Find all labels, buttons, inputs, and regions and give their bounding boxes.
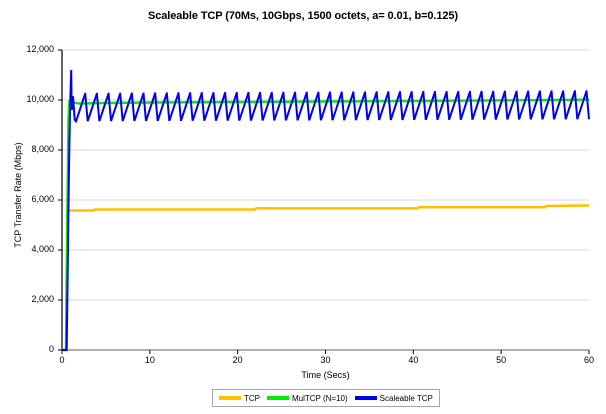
y-tick-label: 4,000 — [31, 244, 54, 254]
x-tick-label: 0 — [59, 355, 65, 365]
x-axis-title: Time (Secs) — [301, 370, 350, 380]
legend-label: Scaleable TCP — [379, 393, 433, 403]
chart-legend: TCP MulTCP (N=10) Scaleable TCP — [212, 389, 440, 407]
x-tick-label: 30 — [320, 355, 331, 365]
series-line-scaleable-tcp — [62, 69, 590, 351]
axis-lines — [58, 49, 590, 354]
legend-entry[interactable]: Scaleable TCP — [354, 393, 433, 403]
legend-entry[interactable]: TCP — [219, 394, 260, 403]
x-tick-label: 60 — [583, 355, 594, 365]
legend-entry[interactable]: MulTCP (N=10) — [267, 394, 348, 403]
legend-color-swatch — [354, 396, 377, 400]
x-tick-label: 20 — [232, 355, 243, 365]
legend-color-swatch — [267, 396, 289, 400]
y-tick-label: 10,000 — [26, 94, 54, 104]
x-tick-label: 40 — [408, 355, 419, 365]
y-tick-label: 0 — [48, 344, 54, 354]
x-tick-label: 10 — [144, 355, 155, 365]
gridlines — [62, 49, 589, 351]
legend-label: MulTCP (N=10) — [292, 393, 348, 403]
chart-title: Scaleable TCP (70Ms, 10Gbps, 1500 octets… — [147, 10, 458, 22]
y-tick-label: 2,000 — [31, 294, 54, 304]
y-tick-label: 12,000 — [26, 44, 54, 54]
legend-color-swatch — [219, 396, 241, 400]
series-line-tcp — [62, 204, 590, 352]
x-tick-label: 50 — [496, 355, 507, 365]
y-tick-label: 8,000 — [31, 144, 54, 154]
series-line-multcp — [62, 98, 590, 352]
y-tick-label: 6,000 — [31, 194, 54, 204]
legend-label: TCP — [244, 393, 260, 403]
